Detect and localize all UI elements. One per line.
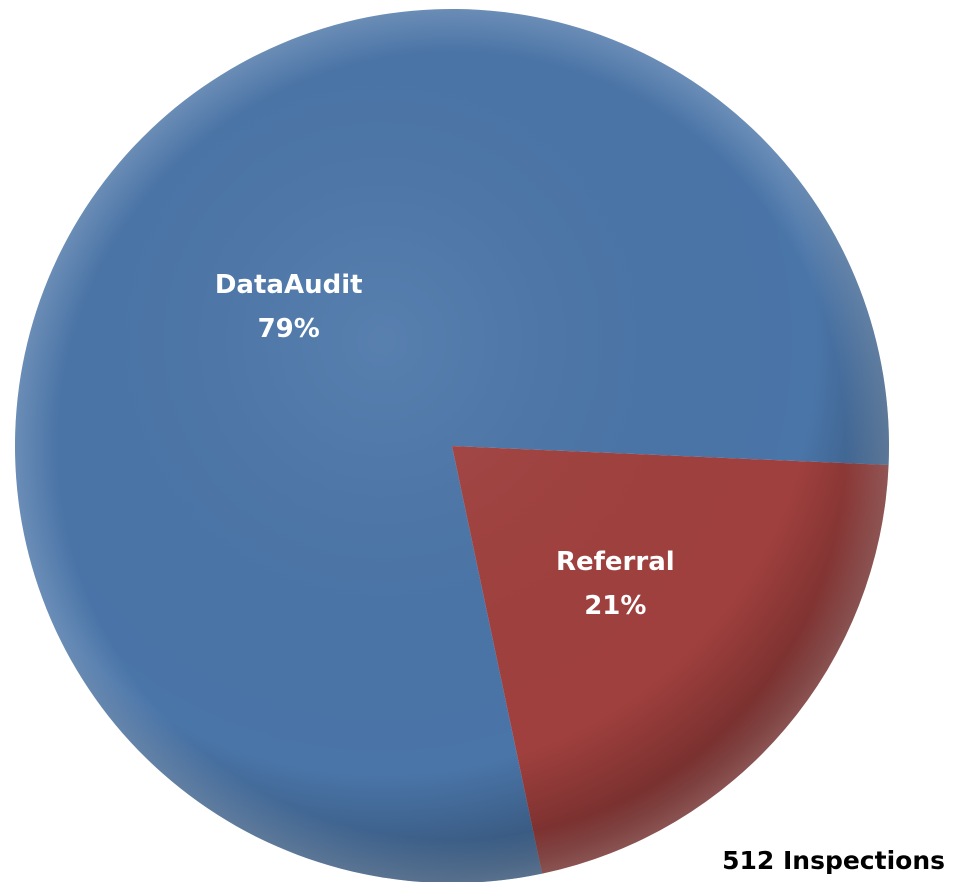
- slice-category-label: DataAudit: [215, 270, 363, 300]
- slice-value-label: 21%: [584, 591, 646, 621]
- slice-value-label: 79%: [258, 314, 320, 344]
- annotation: 512 Inspections: [722, 846, 945, 875]
- pie: [15, 9, 889, 882]
- slice-category-label: Referral: [556, 547, 675, 577]
- labels: DataAudit 79% Referral 21%: [215, 270, 675, 621]
